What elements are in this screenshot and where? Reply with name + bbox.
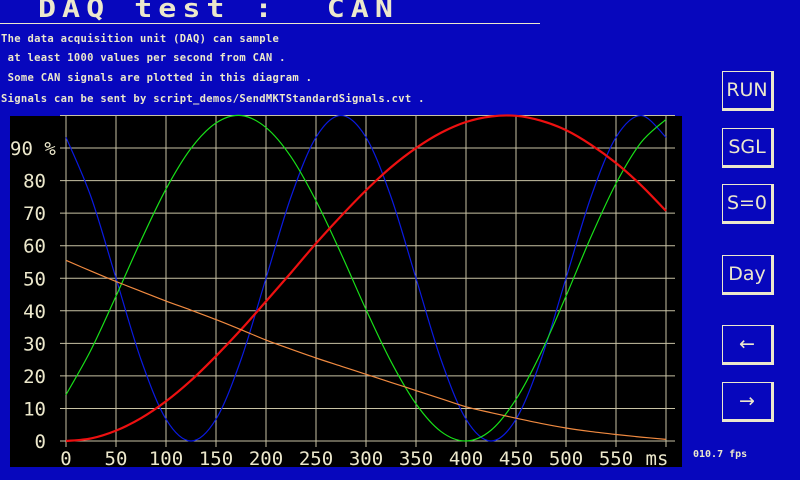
run-button[interactable]: RUN — [722, 71, 774, 111]
x-tick-label: 300 — [349, 448, 383, 470]
page-title: DAQ test : CAN — [38, 0, 399, 24]
day-mode-button[interactable]: Day — [722, 255, 774, 295]
x-tick-label: 100 — [149, 448, 183, 470]
y-tick-label: 20 — [23, 366, 46, 388]
info-line: The data acquisition unit (DAQ) can samp… — [1, 33, 280, 45]
series-line-2 — [65, 114, 667, 442]
x-tick-label: 350 — [399, 448, 433, 470]
x-axis-unit-label: ms — [646, 448, 669, 470]
info-line: Signals can be sent by script_demos/Send… — [1, 93, 425, 105]
series-line-1 — [65, 114, 667, 442]
x-tick-label: 50 — [105, 448, 128, 470]
plot-area — [10, 116, 682, 467]
x-tick-label: 400 — [449, 448, 483, 470]
single-button[interactable]: SGL — [722, 128, 774, 168]
scroll-right-button[interactable]: → — [722, 382, 774, 422]
x-tick-label: 200 — [249, 448, 283, 470]
y-tick-label: 10 — [23, 398, 46, 420]
series-line-4 — [65, 259, 667, 440]
x-tick-label: 500 — [549, 448, 583, 470]
y-tick-label: 50 — [23, 268, 46, 290]
x-tick-label: 250 — [299, 448, 333, 470]
series-line-3 — [65, 114, 667, 443]
scroll-left-button[interactable]: ← — [722, 325, 774, 365]
info-line: at least 1000 values per second from CAN… — [1, 52, 286, 64]
info-line: Some CAN signals are plotted in this dia… — [1, 72, 313, 84]
y-tick-label: 70 — [23, 203, 46, 225]
x-tick-label: 0 — [60, 448, 71, 470]
y-tick-label: 80 — [23, 171, 46, 193]
x-tick-label: 550 — [599, 448, 633, 470]
x-tick-label: 450 — [499, 448, 533, 470]
y-tick-label: 40 — [23, 301, 46, 323]
x-tick-label: 150 — [199, 448, 233, 470]
title-underline — [0, 23, 540, 24]
fps-readout: 010.7 fps — [693, 449, 748, 460]
set-zero-button[interactable]: S=0 — [722, 184, 774, 224]
y-tick-label: 0 — [35, 431, 46, 453]
y-tick-label: 60 — [23, 236, 46, 258]
y-tick-label: 30 — [23, 333, 46, 355]
y-tick-label: 90 % — [10, 138, 56, 160]
